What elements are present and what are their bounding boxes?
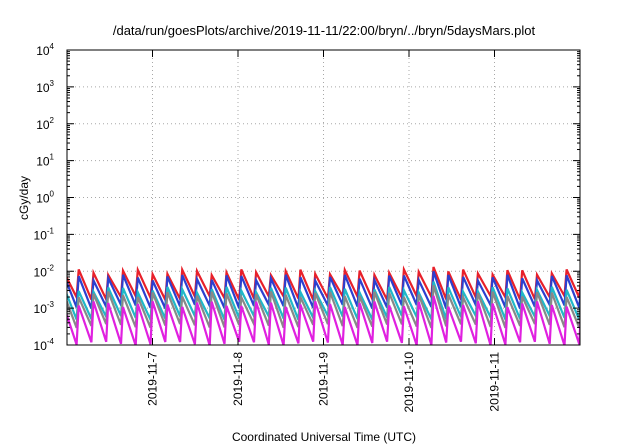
x-tick-label: 2019-11-7	[146, 352, 160, 406]
series-line	[67, 295, 580, 345]
y-tick-label: 104	[36, 42, 54, 58]
x-axis-label: Coordinated Universal Time (UTC)	[232, 430, 416, 444]
x-tick-label: 2019-11-10	[402, 352, 416, 413]
y-tick-label: 10-2	[34, 263, 55, 279]
y-tick-label: 103	[36, 79, 54, 95]
x-tick-label: 2019-11-8	[231, 352, 245, 406]
y-tick-label: 101	[36, 153, 54, 169]
y-tick-label: 10-4	[34, 337, 55, 353]
x-axis-ticks: 2019-11-7 2019-11-8 2019-11-9 2019-11-10 201…	[146, 50, 502, 413]
y-axis-label: cGy/day	[17, 176, 31, 220]
data-series	[67, 265, 580, 345]
y-tick-label: 10-3	[34, 300, 55, 316]
x-tick-label: 2019-11-11	[488, 352, 502, 412]
y-tick-label: 102	[36, 116, 54, 132]
chart-title: /data/run/goesPlots/archive/2019-11-11/2…	[113, 23, 536, 38]
y-axis-ticks: 10-4 10-3 10-2 10-1 100 101 102 103 104	[34, 42, 580, 353]
y-tick-label: 100	[36, 190, 54, 206]
y-tick-label: 10-1	[34, 226, 55, 242]
x-tick-label: 2019-11-9	[317, 352, 331, 406]
